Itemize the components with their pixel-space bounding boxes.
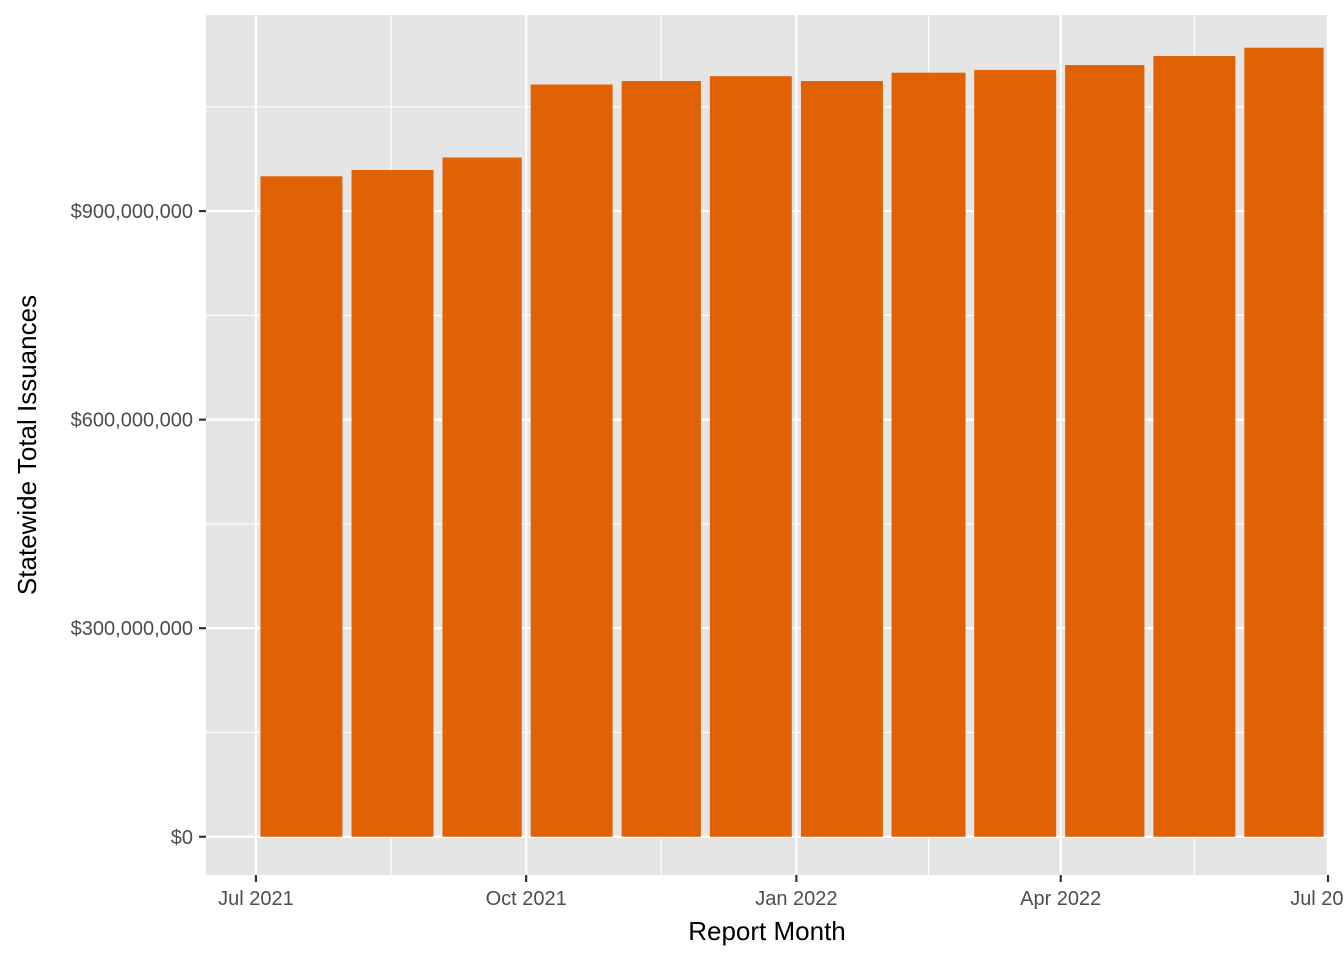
bar	[709, 76, 792, 837]
bar	[891, 72, 966, 837]
x-axis-title: Report Month	[688, 916, 846, 946]
bar	[1065, 65, 1145, 837]
bar	[974, 69, 1057, 837]
y-tick-label: $900,000,000	[71, 201, 193, 223]
y-tick-label: $0	[171, 827, 193, 849]
y-axis-title: Statewide Total Issuances	[12, 295, 42, 595]
bar	[351, 170, 434, 837]
x-tick-label: Jan 2022	[755, 888, 837, 910]
bar	[1244, 47, 1324, 837]
y-tick-label: $300,000,000	[71, 618, 193, 640]
x-tick-label: Jul 2021	[218, 888, 294, 910]
bar	[442, 157, 522, 837]
y-axis: $0 $300,000,000 $600,000,000 $900,000,000	[71, 201, 206, 849]
bar	[260, 176, 343, 837]
x-axis: Jul 2021 Oct 2021 Jan 2022 Apr 2022 Jul 2022	[218, 875, 1344, 910]
bar	[621, 81, 701, 837]
x-tick-label: Apr 2022	[1020, 888, 1101, 910]
x-tick-label: Jul 2022	[1290, 888, 1344, 910]
bar	[530, 84, 613, 837]
y-tick-label: $600,000,000	[71, 410, 193, 432]
bar	[800, 81, 883, 837]
x-tick-label: Oct 2021	[486, 888, 567, 910]
bar	[1153, 56, 1236, 837]
bars	[260, 47, 1324, 837]
